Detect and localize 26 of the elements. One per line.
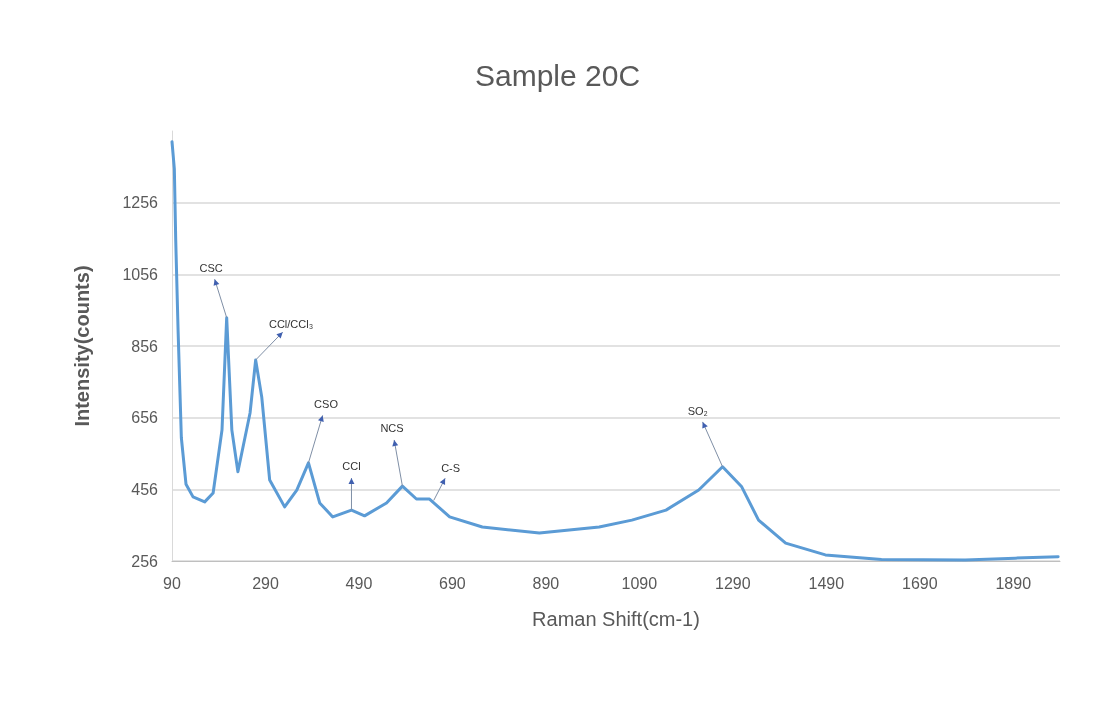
y-axis-title: Intensity(counts) <box>71 265 93 427</box>
y-tick-label: 856 <box>131 337 159 355</box>
x-tick-label: 1290 <box>715 574 751 592</box>
x-tick-label: 290 <box>252 574 279 592</box>
annotation: NCS <box>380 422 404 435</box>
y-tick-label: 456 <box>131 480 159 498</box>
y-tick-label: 1256 <box>122 194 159 212</box>
annotation: CCl/CCl₃ <box>268 317 314 330</box>
chart-title: Sample 20C <box>474 58 641 92</box>
x-axis-title: Raman Shift(cm-1) <box>532 608 700 630</box>
annotation: C-S <box>441 461 461 474</box>
x-tick-label: 1490 <box>808 574 845 592</box>
x-tick-label: 1090 <box>621 574 658 592</box>
y-tick-label: 256 <box>131 552 159 570</box>
y-tick-label: 1056 <box>122 265 159 283</box>
annotation: CSO <box>314 397 338 410</box>
y-tick-label: 656 <box>131 409 159 427</box>
x-tick-label: 1890 <box>995 574 1032 592</box>
annotation: SO₂ <box>687 404 708 417</box>
x-tick-label: 90 <box>163 574 181 592</box>
annotation: CCl <box>342 460 361 473</box>
x-tick-label: 490 <box>345 574 373 592</box>
x-tick-label: 690 <box>439 574 466 592</box>
x-tick-label: 890 <box>532 574 560 592</box>
x-tick-label: 1690 <box>901 574 938 592</box>
annotation: CSC <box>199 261 223 274</box>
